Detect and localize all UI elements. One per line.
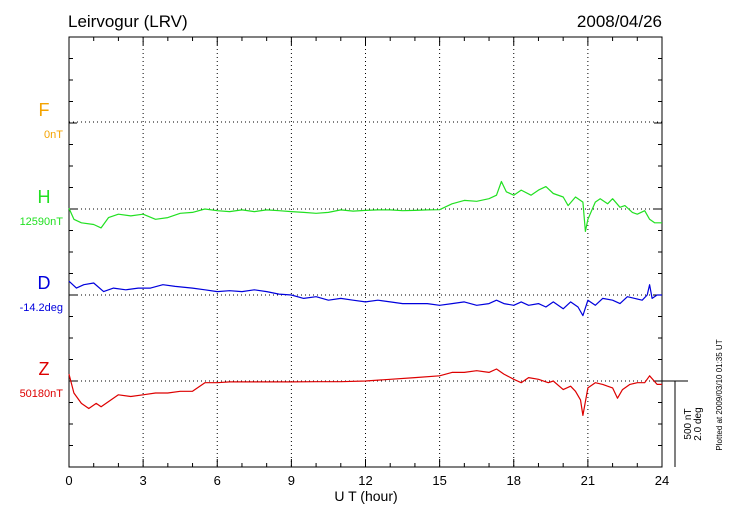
component-baseline-z: 50180nT (20, 388, 64, 400)
series-line-d (68, 280, 662, 317)
plotted-note: Plotted at 2009/03/10 01:35 UT (715, 339, 724, 450)
x-tick-label: 18 (507, 473, 521, 488)
component-baseline-f: 0nT (44, 129, 63, 141)
series-line-z (68, 368, 662, 416)
x-tick-label: 3 (140, 473, 147, 488)
grid-lines (69, 37, 662, 467)
chart-date: 2008/04/26 (577, 12, 662, 31)
x-tick-label: 12 (358, 473, 372, 488)
component-name-z: Z (39, 359, 50, 379)
x-tick-label: 21 (581, 473, 595, 488)
component-baseline-h: 12590nT (20, 216, 64, 228)
scale-bar-nt: 500 nT (683, 408, 694, 439)
component-labels: F 0nT H 12590nT D -14.2deg Z 50180nT (20, 100, 64, 400)
x-tick-label: 9 (288, 473, 295, 488)
x-tick-labels: 0 3 6 9 12 15 18 21 24 (65, 473, 669, 488)
x-tick-label: 0 (65, 473, 72, 488)
series-line-h (68, 180, 662, 232)
scale-bar-deg: 2.0 deg (693, 407, 704, 440)
x-tick-label: 6 (214, 473, 221, 488)
x-axis-label: U T (hour) (334, 488, 397, 504)
component-name-h: H (38, 187, 51, 207)
component-name-f: F (39, 100, 50, 120)
chart-title: Leirvogur (LRV) (68, 12, 188, 31)
component-name-d: D (38, 273, 51, 293)
x-tick-label: 24 (655, 473, 669, 488)
axis-ticks (68, 37, 663, 467)
series-lines (68, 180, 662, 416)
component-baseline-d: -14.2deg (20, 302, 63, 314)
x-tick-label: 15 (432, 473, 446, 488)
